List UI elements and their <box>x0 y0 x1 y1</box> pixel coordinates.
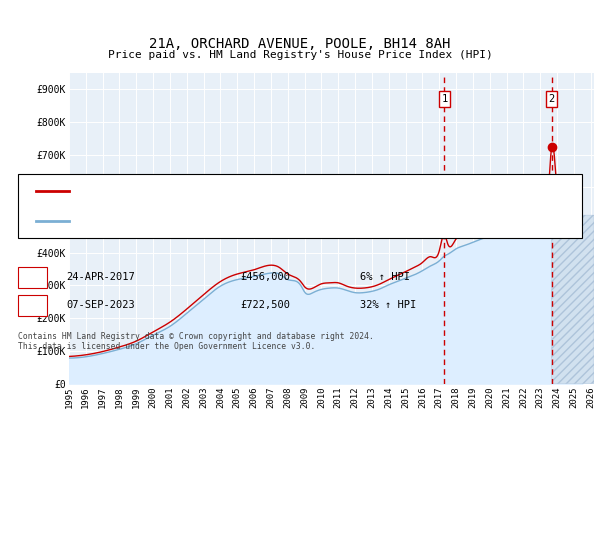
Text: Price paid vs. HM Land Registry's House Price Index (HPI): Price paid vs. HM Land Registry's House … <box>107 50 493 60</box>
Text: 24-APR-2017: 24-APR-2017 <box>66 272 135 282</box>
Text: 2: 2 <box>548 94 555 104</box>
Text: 1: 1 <box>29 272 35 282</box>
Text: 1: 1 <box>441 94 448 104</box>
Text: 21A, ORCHARD AVENUE, POOLE, BH14 8AH (detached house): 21A, ORCHARD AVENUE, POOLE, BH14 8AH (de… <box>75 186 380 195</box>
Text: £722,500: £722,500 <box>240 300 290 310</box>
Text: 2: 2 <box>29 300 35 310</box>
Text: 32% ↑ HPI: 32% ↑ HPI <box>360 300 416 310</box>
Text: 6% ↑ HPI: 6% ↑ HPI <box>360 272 410 282</box>
Text: 21A, ORCHARD AVENUE, POOLE, BH14 8AH: 21A, ORCHARD AVENUE, POOLE, BH14 8AH <box>149 36 451 50</box>
Text: £456,000: £456,000 <box>240 272 290 282</box>
Text: HPI: Average price, detached house, Bournemouth Christchurch and Poole: HPI: Average price, detached house, Bour… <box>75 216 478 225</box>
Text: Contains HM Land Registry data © Crown copyright and database right 2024.
This d: Contains HM Land Registry data © Crown c… <box>18 332 374 351</box>
Text: 07-SEP-2023: 07-SEP-2023 <box>66 300 135 310</box>
